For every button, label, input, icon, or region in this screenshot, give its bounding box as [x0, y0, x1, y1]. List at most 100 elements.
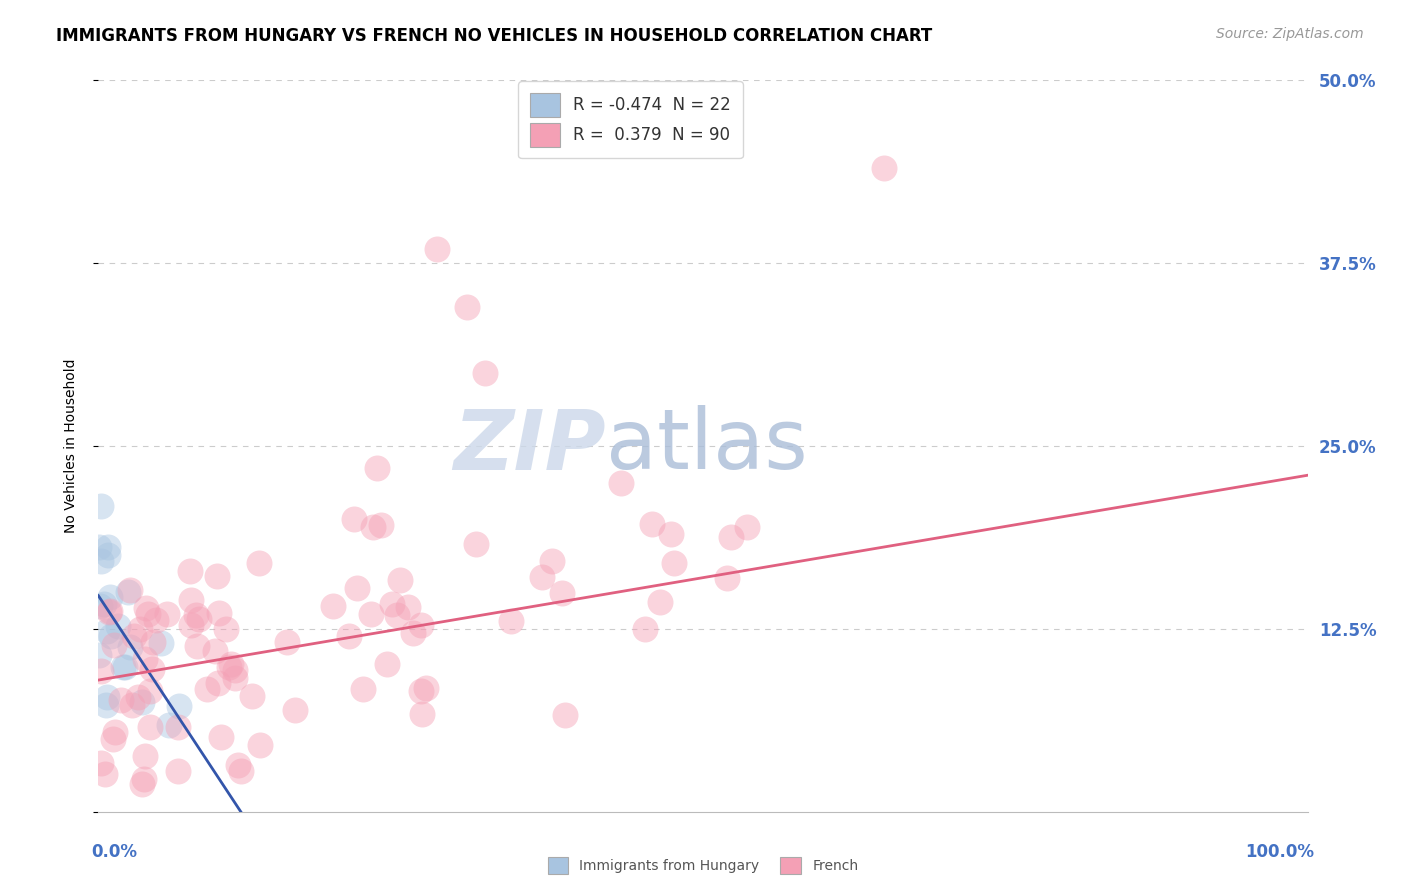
- Point: [361, 520, 384, 534]
- Point: [207, 675, 229, 690]
- Point: [90, 554, 112, 568]
- Point: [204, 643, 226, 657]
- Point: [540, 554, 562, 568]
- Point: [531, 570, 554, 584]
- Point: [247, 556, 270, 570]
- Point: [98, 604, 121, 618]
- Point: [240, 689, 263, 703]
- Legend: R = -0.474  N = 22, R =  0.379  N = 90: R = -0.474 N = 22, R = 0.379 N = 90: [519, 81, 742, 159]
- Point: [218, 660, 240, 674]
- Point: [352, 682, 374, 697]
- Point: [94, 698, 117, 712]
- Point: [641, 517, 664, 532]
- Point: [132, 772, 155, 786]
- Text: ZIP: ZIP: [454, 406, 606, 486]
- Point: [134, 652, 156, 666]
- Point: [139, 720, 162, 734]
- Point: [322, 599, 344, 613]
- Point: [98, 605, 121, 619]
- Point: [229, 764, 252, 778]
- Point: [139, 684, 162, 698]
- Point: [117, 585, 139, 599]
- Point: [409, 617, 432, 632]
- Point: [375, 657, 398, 671]
- Point: [120, 640, 142, 655]
- Point: [145, 613, 167, 627]
- Text: 100.0%: 100.0%: [1246, 843, 1315, 861]
- Point: [415, 681, 437, 696]
- Point: [141, 662, 163, 676]
- Point: [224, 663, 246, 677]
- Point: [89, 599, 111, 613]
- Point: [180, 617, 202, 632]
- Point: [166, 720, 188, 734]
- Point: [142, 635, 165, 649]
- Point: [249, 738, 271, 752]
- Point: [873, 161, 896, 175]
- Point: [205, 568, 228, 582]
- Point: [94, 767, 117, 781]
- Point: [396, 600, 419, 615]
- Point: [215, 623, 238, 637]
- Point: [122, 629, 145, 643]
- Point: [209, 731, 232, 745]
- Point: [195, 682, 218, 697]
- Point: [226, 757, 249, 772]
- Point: [179, 564, 201, 578]
- Point: [276, 635, 298, 649]
- Point: [157, 717, 180, 731]
- Point: [464, 537, 486, 551]
- Point: [224, 671, 246, 685]
- Point: [550, 585, 572, 599]
- Point: [650, 595, 672, 609]
- Point: [554, 707, 576, 722]
- Point: [186, 640, 208, 654]
- Point: [662, 556, 685, 570]
- Point: [114, 660, 136, 674]
- Point: [135, 601, 157, 615]
- Point: [167, 699, 190, 714]
- Point: [90, 756, 112, 770]
- Point: [103, 638, 125, 652]
- Point: [87, 648, 110, 662]
- Point: [389, 573, 412, 587]
- Point: [426, 242, 449, 256]
- Point: [90, 499, 112, 513]
- Point: [107, 619, 129, 633]
- Legend: Immigrants from Hungary, French: Immigrants from Hungary, French: [541, 851, 865, 880]
- Point: [402, 626, 425, 640]
- Point: [186, 607, 208, 622]
- Point: [501, 614, 523, 628]
- Point: [366, 461, 388, 475]
- Point: [634, 623, 657, 637]
- Point: [385, 607, 408, 622]
- Point: [346, 581, 368, 595]
- Point: [409, 683, 432, 698]
- Point: [131, 777, 153, 791]
- Point: [136, 607, 159, 621]
- Point: [187, 612, 209, 626]
- Point: [219, 657, 242, 672]
- Y-axis label: No Vehicles in Household: No Vehicles in Household: [63, 359, 77, 533]
- Point: [156, 607, 179, 621]
- Point: [121, 698, 143, 713]
- Point: [284, 703, 307, 717]
- Point: [360, 607, 382, 622]
- Point: [180, 593, 202, 607]
- Point: [134, 749, 156, 764]
- Point: [337, 629, 360, 643]
- Point: [609, 475, 631, 490]
- Point: [720, 530, 742, 544]
- Point: [370, 518, 392, 533]
- Text: atlas: atlas: [606, 406, 808, 486]
- Point: [127, 690, 149, 704]
- Point: [411, 706, 433, 721]
- Point: [97, 540, 120, 554]
- Point: [96, 690, 118, 704]
- Point: [735, 519, 758, 533]
- Point: [716, 571, 738, 585]
- Point: [167, 764, 190, 778]
- Point: [100, 629, 122, 643]
- Point: [93, 597, 115, 611]
- Text: Source: ZipAtlas.com: Source: ZipAtlas.com: [1216, 27, 1364, 41]
